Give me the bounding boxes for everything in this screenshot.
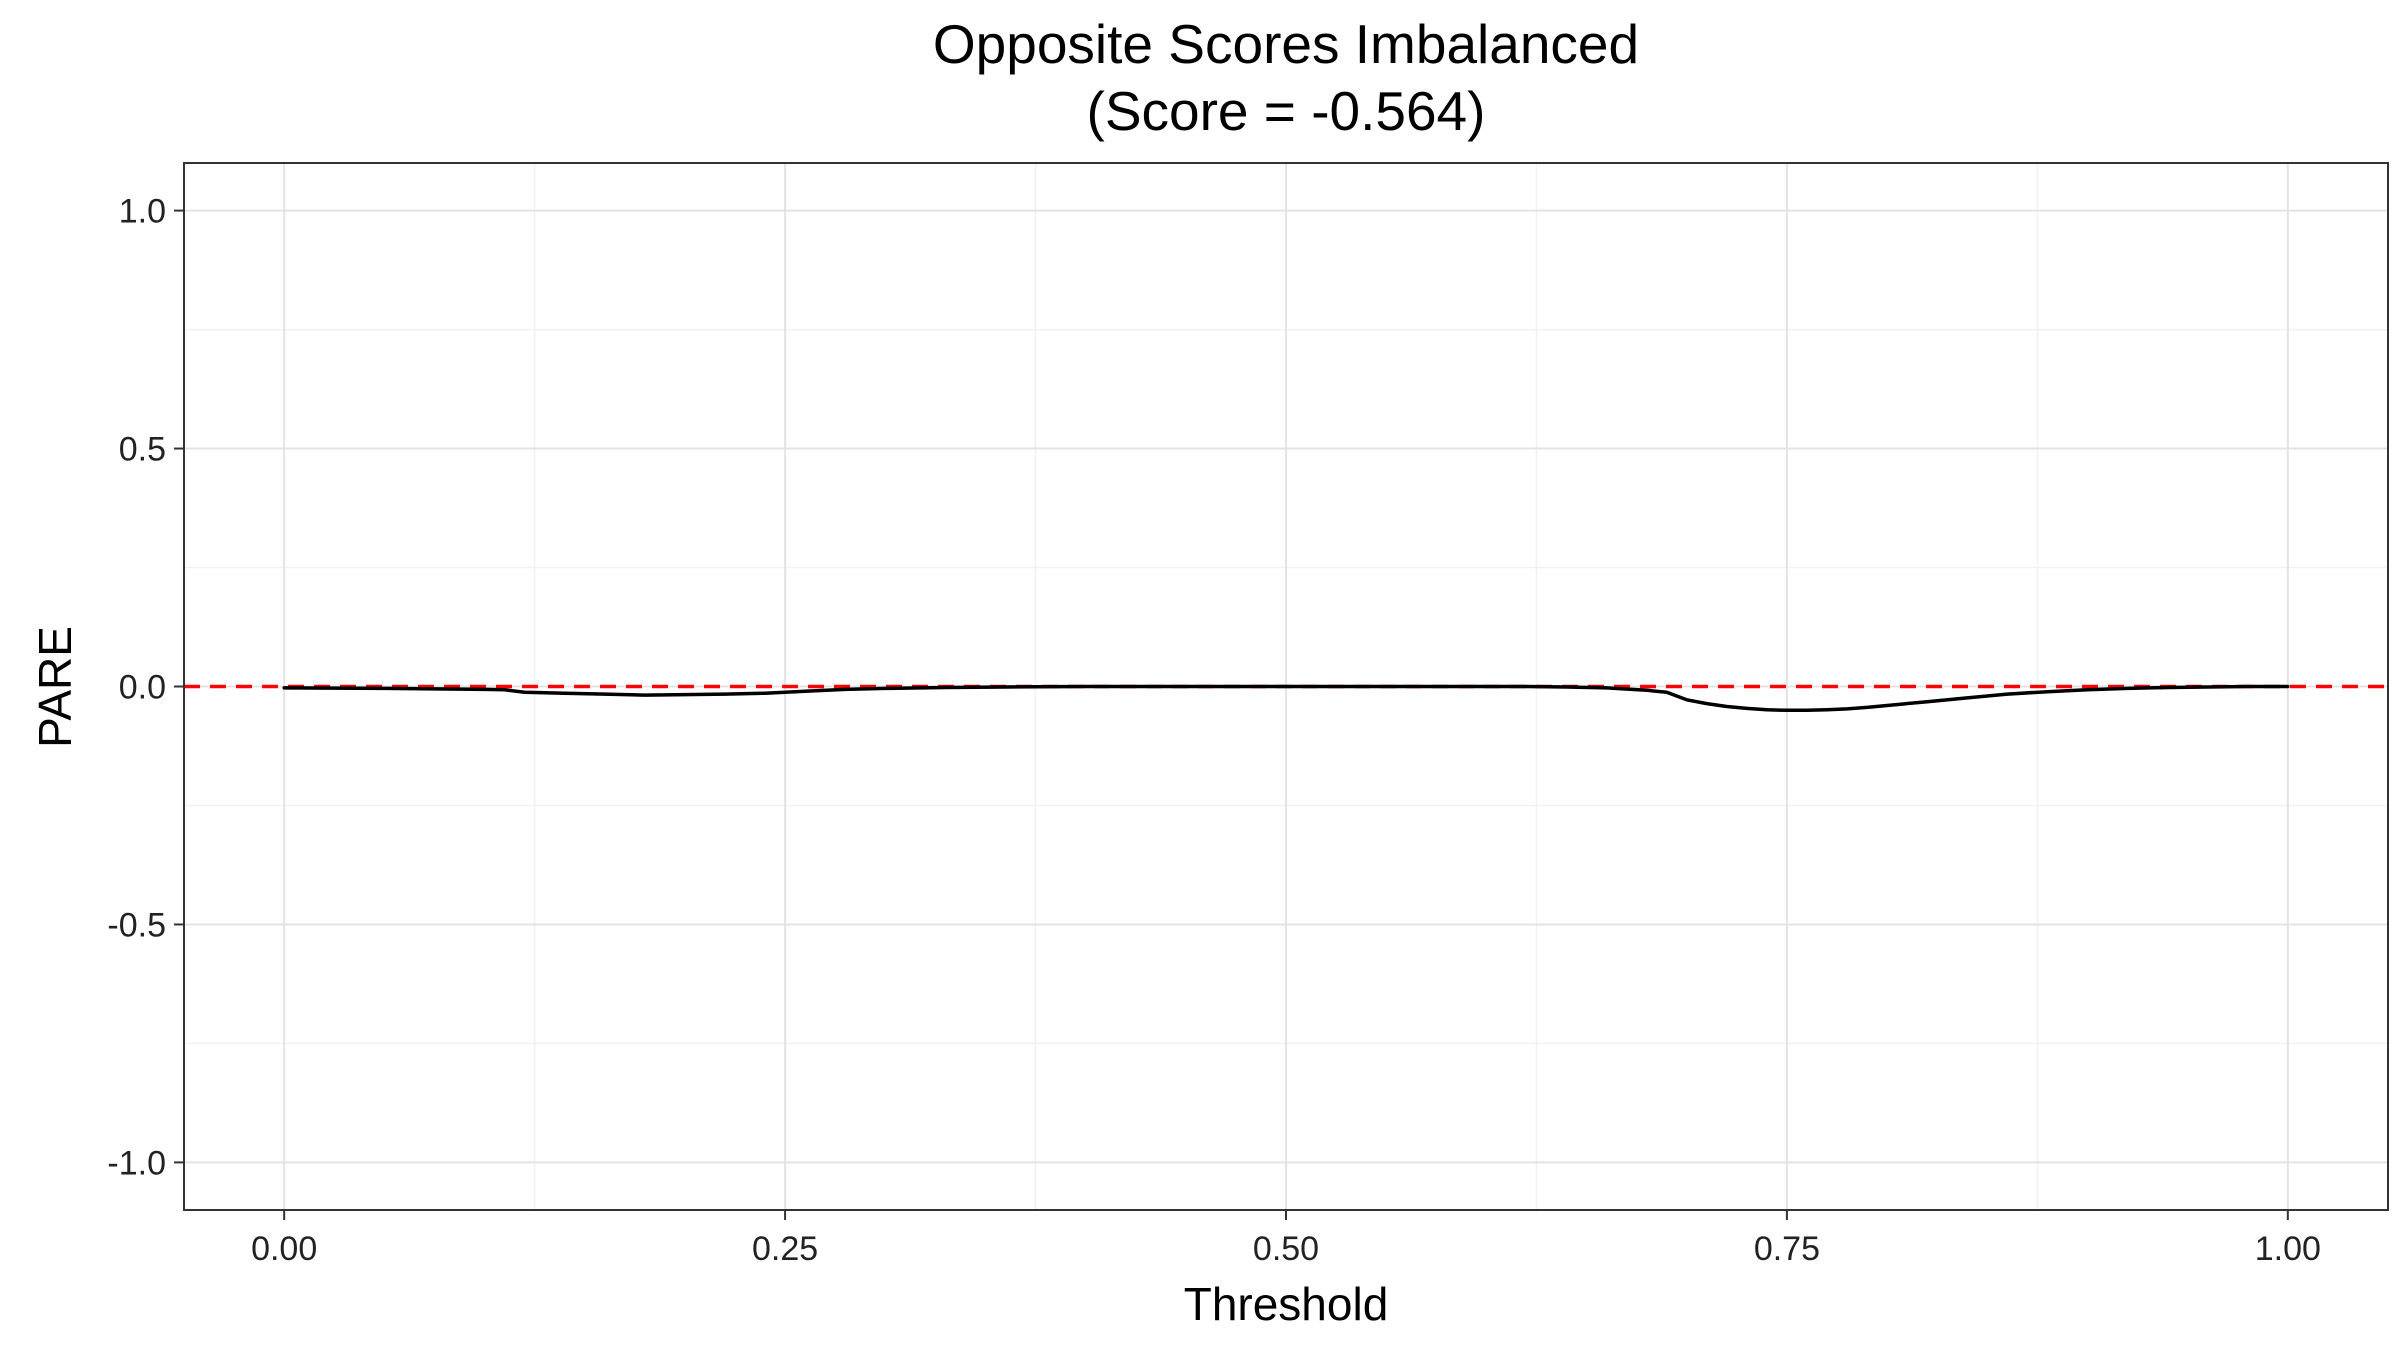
y-axis: 1.0 0.5 0.0 -0.5 -1.0 [107, 193, 184, 1182]
y-tick-label: -0.5 [107, 906, 166, 944]
x-tick-label: 0.75 [1754, 1230, 1820, 1268]
x-axis: 0.00 0.25 0.50 0.75 1.00 [251, 1210, 2321, 1268]
x-tick-label: 1.00 [2255, 1230, 2321, 1268]
x-axis-title: Threshold [1184, 1278, 1389, 1330]
chart-subtitle: (Score = -0.564) [1087, 80, 1486, 142]
y-tick-label: 1.0 [119, 193, 166, 231]
x-tick-label: 0.00 [251, 1230, 317, 1268]
chart-title: Opposite Scores Imbalanced [933, 13, 1639, 75]
y-tick-label: 0.0 [119, 669, 166, 707]
x-tick-label: 0.25 [752, 1230, 818, 1268]
y-axis-title: PARE [29, 626, 81, 748]
x-tick-label: 0.50 [1253, 1230, 1319, 1268]
y-tick-label: 0.5 [119, 431, 166, 469]
y-tick-label: -1.0 [107, 1144, 166, 1182]
pare-series-line [282, 684, 2290, 713]
